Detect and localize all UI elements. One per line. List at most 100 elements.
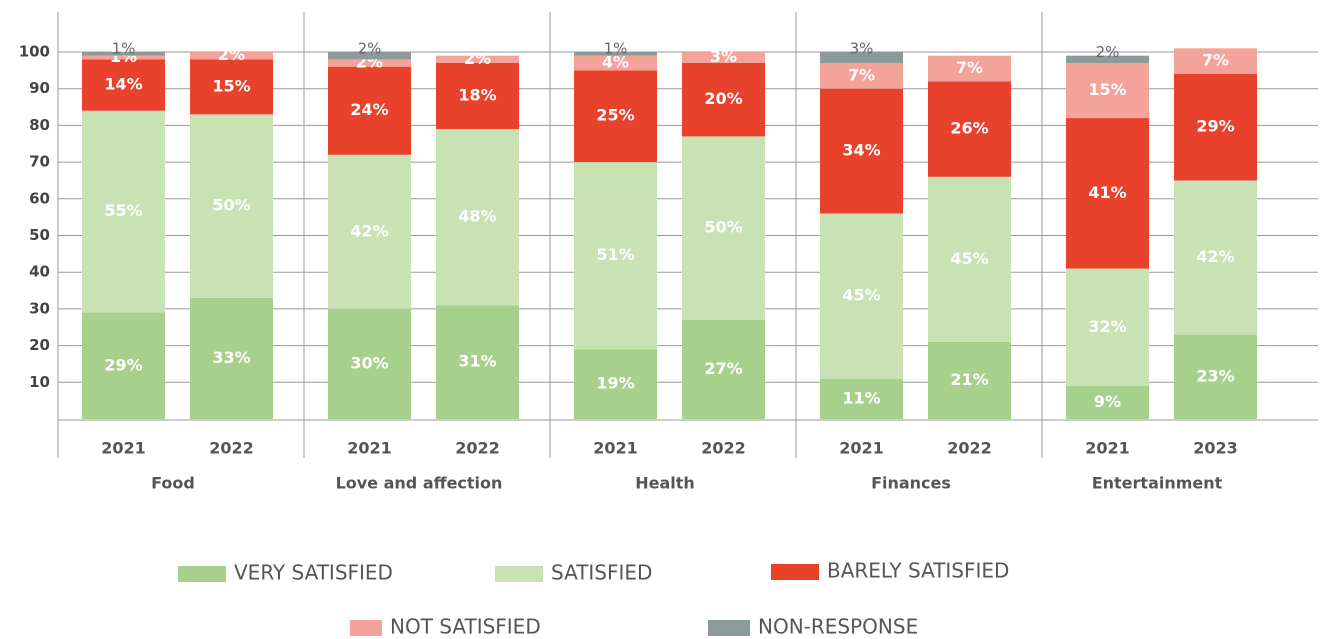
x-tick-label: 2022 [455,439,500,458]
value-label: 9% [1094,392,1121,411]
bar-segment [928,176,1011,342]
bar-segment [682,319,765,419]
bar-segment [928,341,1011,419]
value-label: 31% [458,352,496,371]
group-label: Entertainment [1092,474,1223,493]
bar-segment [928,55,1011,82]
value-label: 26% [950,119,988,138]
x-tick-label: 2022 [209,439,254,458]
value-label: 25% [596,106,634,125]
bar-segment [1174,48,1257,75]
bar-segment [328,308,411,419]
bar-segment [682,52,765,64]
value-label: 21% [950,370,988,389]
bar-segment [574,162,657,350]
value-label: 1% [604,40,628,58]
y-tick-label: 90 [29,79,50,97]
bar-segment [328,52,411,60]
bar-segment [574,55,657,71]
y-tick-label: 60 [29,189,50,207]
legend-swatch [350,620,382,636]
y-tick-label: 70 [29,153,50,171]
bar-segment [1066,385,1149,419]
value-label: 50% [704,218,742,237]
value-label: 2% [464,49,491,68]
legend-swatch [771,564,819,580]
value-label: 7% [956,58,983,77]
value-label: 33% [212,348,250,367]
bar-segment [574,349,657,419]
value-label: 51% [596,245,634,264]
value-label: 1% [112,40,136,58]
legend-swatch [495,566,543,582]
value-label: 23% [1196,366,1234,385]
bar-segment [328,59,411,67]
y-tick-label: 80 [29,116,50,134]
bar-segment [82,110,165,313]
value-label: 24% [350,100,388,119]
value-label: 20% [704,89,742,108]
bar-segment [82,312,165,419]
bar-segment [820,52,903,64]
bar-segment [1066,118,1149,269]
value-label: 3% [710,47,737,66]
y-tick-label: 40 [29,263,50,281]
value-label: 45% [950,249,988,268]
x-tick-label: 2023 [1193,439,1238,458]
bar-segment [82,52,165,56]
bar-segment [190,59,273,115]
value-label: 50% [212,196,250,215]
y-tick-label: 30 [29,299,50,317]
bar-segment [436,55,519,64]
bar-segment [1066,63,1149,119]
group-label: Finances [871,474,951,493]
x-tick-label: 2021 [347,439,392,458]
bar-segment [190,114,273,298]
value-label: 55% [104,201,142,220]
y-tick-label: 50 [29,226,50,244]
y-tick-label: 10 [29,373,50,391]
bar-segment [190,297,273,419]
value-label: 14% [104,75,142,94]
bar-segment [436,129,519,306]
bar-segment [682,136,765,320]
bar-segment [1066,55,1149,64]
value-label: 42% [1196,247,1234,266]
value-label: 42% [350,221,388,240]
legend-label: VERY SATISFIED [234,561,393,585]
bar-segment [682,63,765,137]
value-label: 34% [842,141,880,160]
group-label: Health [635,474,695,493]
bar-segment [328,66,411,155]
x-tick-label: 2021 [839,439,884,458]
value-label: 41% [1088,183,1126,202]
bar-segment [820,88,903,214]
legend-label: SATISFIED [551,561,652,585]
legend-swatch [708,620,750,636]
value-label: 15% [212,76,250,95]
value-label: 7% [1202,51,1229,70]
value-label: 15% [1088,80,1126,99]
x-tick-label: 2021 [101,439,146,458]
value-label: 48% [458,207,496,226]
value-label: 29% [1196,117,1234,136]
bar-segment [1066,268,1149,386]
bar-segment [574,70,657,163]
legend-swatch [178,566,226,582]
value-label: 30% [350,353,388,372]
bar-segment [1174,74,1257,181]
value-label: 2% [358,40,382,58]
x-tick-label: 2022 [947,439,992,458]
value-label: 45% [842,286,880,305]
bar-segment [190,52,273,60]
value-label: 2% [1096,43,1120,61]
x-tick-label: 2021 [1085,439,1130,458]
value-label: 19% [596,374,634,393]
bar-segment [1174,334,1257,419]
value-label: 11% [842,388,880,407]
legend-label: NOT SATISFIED [390,615,541,639]
y-tick-label: 100 [19,43,50,61]
value-label: 4% [602,53,629,72]
legend-label: BARELY SATISFIED [827,559,1009,583]
